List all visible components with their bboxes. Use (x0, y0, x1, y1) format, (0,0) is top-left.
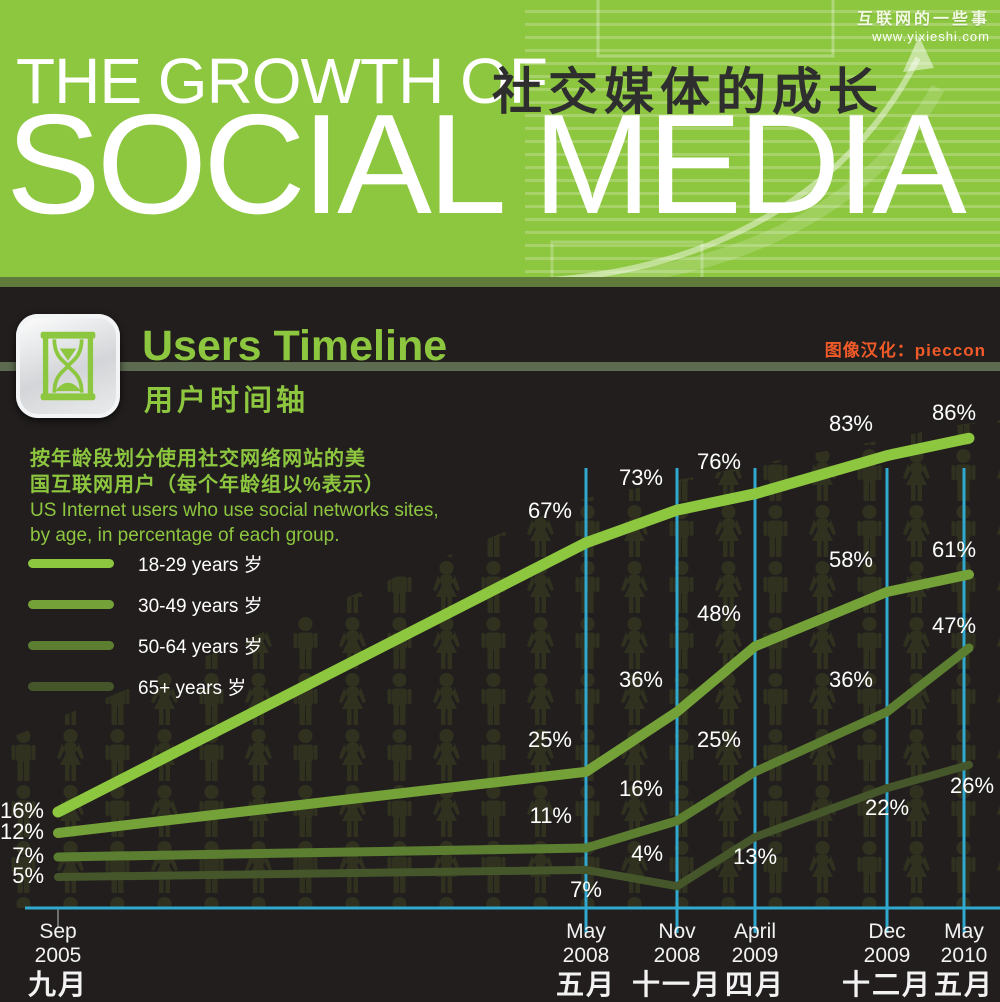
main-title-line2: SOCIAL MEDIA (6, 85, 967, 244)
legend-item-18-29: 18-29 years 岁 (28, 543, 263, 584)
data-point-label: 25% (527, 726, 572, 752)
legend-label: 18-29 years 岁 (138, 555, 263, 576)
data-point-label: 13% (732, 844, 778, 870)
legend-label: 30-49 years 岁 (138, 596, 263, 617)
description-en-line1: US Internet users who use social network… (30, 500, 439, 521)
description-en-line2: by age, in percentage of each group. (30, 525, 340, 546)
section-title: Users Timeline (142, 322, 448, 370)
data-point-label: 7% (12, 843, 44, 868)
site-credit-url[interactable]: www.yixieshi.com (872, 29, 990, 44)
header-bottom-edge (0, 277, 1000, 287)
data-point-label: 26% (950, 773, 995, 799)
legend-label: 65+ years 岁 (138, 678, 247, 699)
section-divider-band (0, 362, 1000, 371)
data-point-label: 67% (527, 497, 572, 523)
data-point-label: 11% (529, 803, 572, 829)
legend-item-50-64: 50-64 years 岁 (28, 625, 263, 666)
legend-label: 50-64 years 岁 (138, 637, 263, 658)
legend-swatch (28, 682, 114, 691)
section-subtitle-chinese: 用户时间轴 (144, 385, 310, 417)
data-point-label: 16% (0, 798, 44, 823)
data-point-label: 76% (696, 448, 741, 474)
data-point-label: 36% (618, 666, 663, 692)
data-point-label: 7% (570, 876, 602, 902)
legend-swatch (28, 600, 114, 609)
legend-item-65plus: 65+ years 岁 (28, 666, 263, 707)
data-point-label: 61% (932, 536, 977, 562)
growth-arrow-decoration (549, 0, 945, 277)
site-credit: 互联网的一些事 www.yixieshi.com (857, 5, 990, 44)
data-point-label: 22% (864, 795, 910, 821)
description-zh-line1: 按年龄段划分使用社交网络网站的美 (30, 448, 366, 470)
data-point-label: 48% (696, 601, 741, 627)
data-point-label: 86% (932, 400, 977, 426)
legend-swatch (28, 559, 114, 568)
legend-item-30-49: 30-49 years 岁 (28, 584, 263, 625)
data-point-label: 16% (618, 775, 663, 801)
x-axis-label: Sep 2005 九月 (27, 920, 88, 1000)
chart-description: 按年龄段划分使用社交网络网站的美 国互联网用户（每个年龄组以%表示） US In… (30, 446, 439, 548)
main-title-chinese: 社交媒体的成长 (492, 64, 884, 120)
data-point-label: 58% (828, 546, 873, 572)
data-point-label: 47% (932, 612, 977, 638)
data-point-label: 12% (0, 819, 44, 844)
x-axis-label: May 2008 五月 (555, 920, 616, 1000)
header-banner: 互联网的一些事 www.yixieshi.com THE GROWTH OF 社… (0, 0, 1000, 277)
x-axis-label: April 2009 四月 (724, 920, 785, 1000)
x-axis-label: May 2010 五月 (933, 920, 994, 1000)
data-point-label: 73% (618, 465, 663, 491)
data-point-label: 25% (696, 726, 741, 752)
legend-swatch (28, 641, 114, 650)
hourglass-icon-tile (16, 314, 120, 418)
hourglass-icon (40, 331, 96, 401)
data-point-label: 36% (828, 666, 873, 692)
site-credit-name: 互联网的一些事 (856, 11, 990, 28)
x-axis-label: Nov 2008 十一月 (631, 920, 722, 1000)
x-axis-label: Dec 2009 十二月 (841, 920, 932, 1000)
main-title-line1: THE GROWTH OF (16, 45, 548, 117)
data-point-label: 5% (12, 863, 44, 888)
data-point-label: 4% (631, 841, 663, 867)
localization-credit: 图像汉化：pieccon (824, 341, 986, 360)
chart-legend: 18-29 years 岁 30-49 years 岁 50-64 years … (28, 543, 263, 707)
description-zh-line2: 国互联网用户（每个年龄组以%表示） (30, 474, 385, 496)
data-point-label: 83% (828, 410, 873, 436)
